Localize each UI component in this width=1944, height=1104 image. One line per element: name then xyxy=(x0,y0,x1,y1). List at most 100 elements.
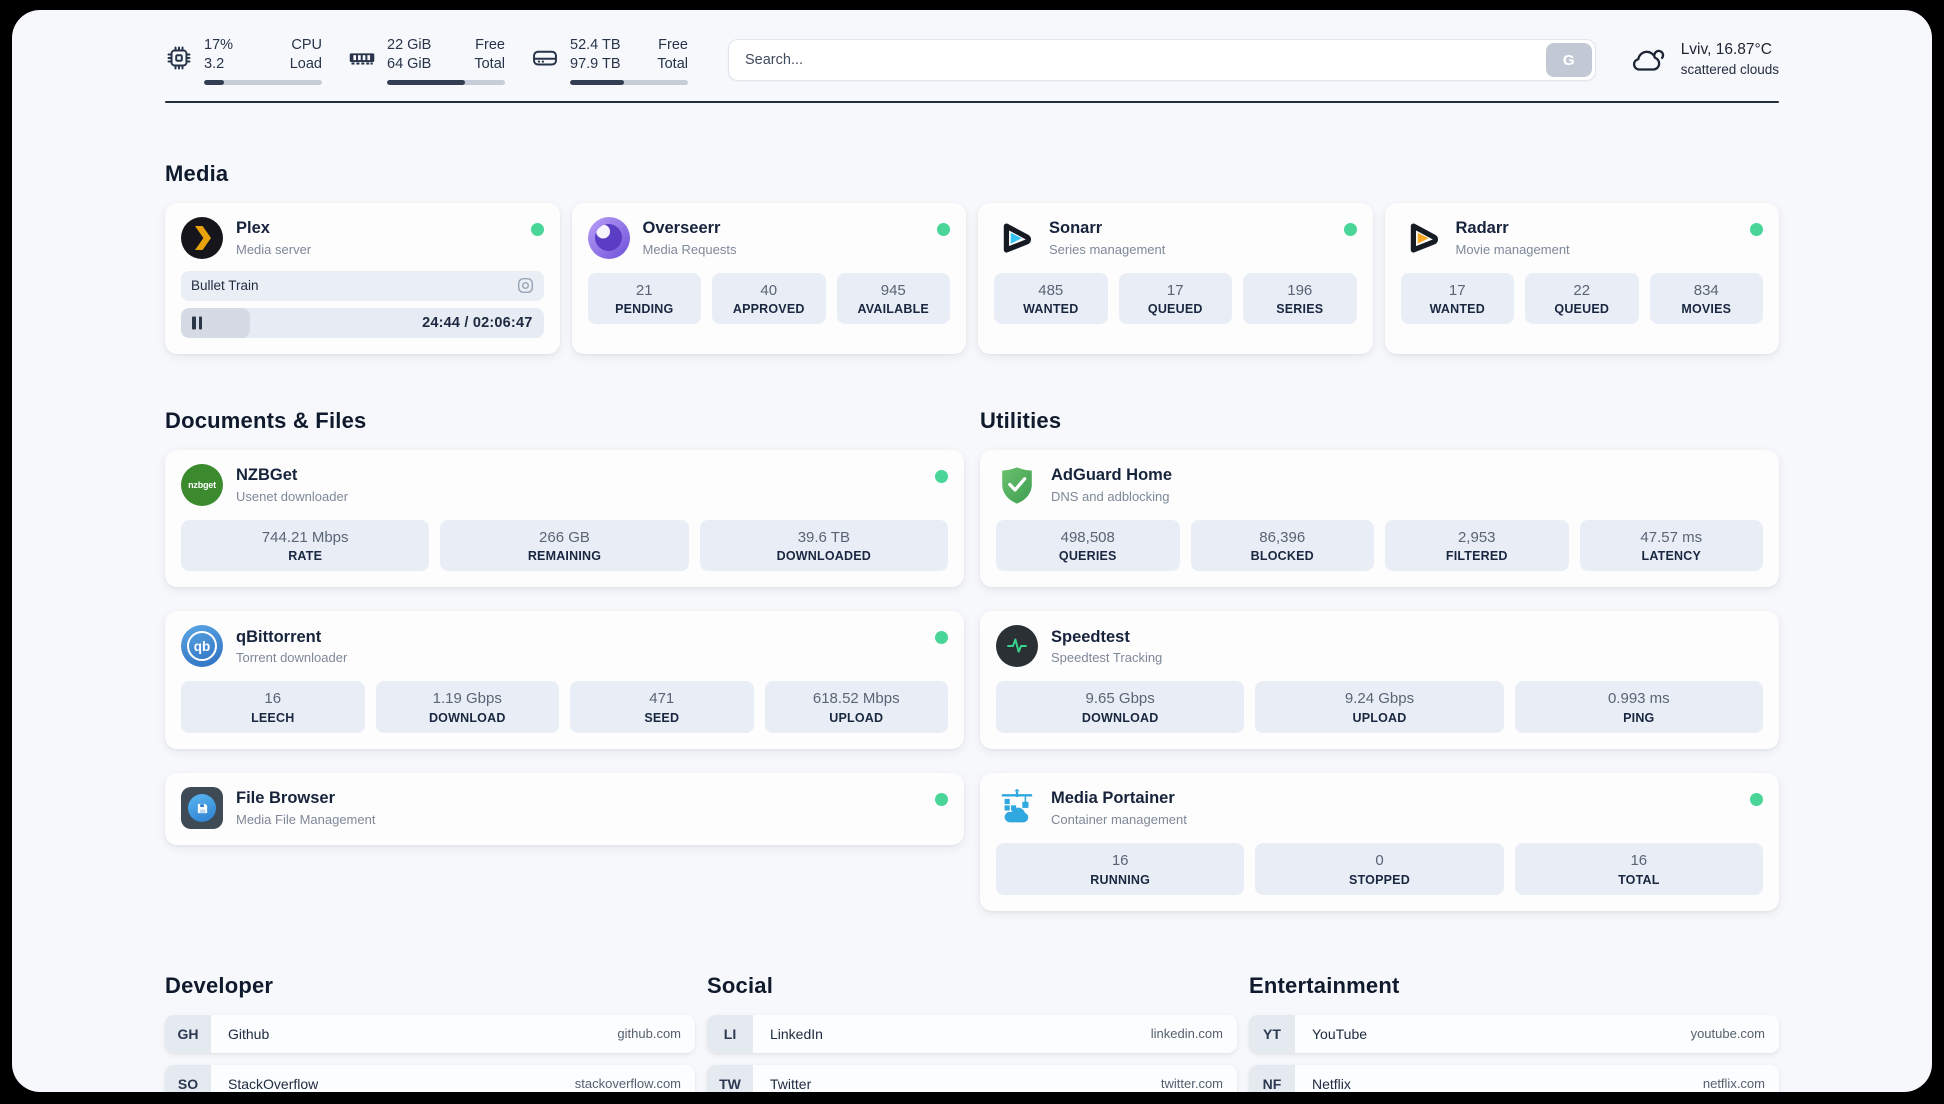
speedtest-stat-ping: 0.993 ms PING xyxy=(1514,681,1763,734)
pause-icon[interactable] xyxy=(192,316,202,330)
portainer-stat-total: 16 TOTAL xyxy=(1514,843,1763,895)
speedtest-desc: Speedtest Tracking xyxy=(1051,650,1163,666)
ram-free-value: 22 GiB xyxy=(387,37,432,53)
speedtest-stat-upload: 9.24 Gbps UPLOAD xyxy=(1255,681,1504,734)
overseerr-icon xyxy=(587,216,630,259)
adguard-stat-blocked: 86,396 BLOCKED xyxy=(1190,519,1374,572)
plex-now-playing-title: Bullet Train xyxy=(191,278,259,294)
overseerr-stat-available: 945 AVAILABLE xyxy=(836,272,950,325)
section-title-media: Media xyxy=(165,160,229,186)
overseerr-name: Overseerr xyxy=(642,218,721,237)
adguard-stat-latency: 47.57 ms LATENCY xyxy=(1579,519,1763,572)
search-engine-button[interactable]: G xyxy=(1545,43,1592,77)
disk-free-value: 52.4 TB xyxy=(570,37,621,53)
header-bar: 17% 3.2 CPU Load xyxy=(165,36,1779,85)
disk-progress-bar xyxy=(570,79,688,85)
youtube-abbr: YT xyxy=(1249,1014,1295,1053)
adguard-stat-queries: 498,508 QUERIES xyxy=(996,519,1180,572)
filebrowser-name: File Browser xyxy=(236,789,336,808)
qbittorrent-stat-seed: 471 SEED xyxy=(570,681,754,734)
nzbget-card[interactable]: nzbget NZBGet Usenet downloader 744.21 M… xyxy=(165,449,964,588)
section-title-documents: Documents & Files xyxy=(165,407,367,433)
radarr-stat-movies: 834 MOVIES xyxy=(1649,272,1763,325)
link-github[interactable]: GH Github github.com xyxy=(165,1014,695,1053)
overseerr-stat-approved: 40 APPROVED xyxy=(712,272,826,325)
plex-icon xyxy=(181,216,223,259)
qbittorrent-stat-leech: 16 LEECH xyxy=(181,681,365,734)
session-target-icon[interactable] xyxy=(517,277,534,294)
portainer-stat-stopped: 0 STOPPED xyxy=(1255,843,1504,895)
linkedin-abbr: LI xyxy=(707,1014,753,1053)
cpu-stat: 17% 3.2 CPU Load xyxy=(165,36,322,85)
portainer-stat-running: 16 RUNNING xyxy=(996,843,1245,895)
search-input[interactable] xyxy=(729,52,1546,68)
ram-progress-fill xyxy=(387,79,465,85)
qbittorrent-stat-download: 1.19 Gbps DOWNLOAD xyxy=(375,681,559,734)
twitter-abbr: TW xyxy=(707,1064,753,1092)
disk-free-label: Free xyxy=(658,37,688,53)
adguard-icon xyxy=(996,464,1038,506)
cpu-progress-fill xyxy=(204,79,225,85)
plex-name: Plex xyxy=(236,218,270,237)
sonarr-card[interactable]: Sonarr Series management 485 WANTED 17 Q… xyxy=(978,202,1373,354)
sonarr-status-dot xyxy=(1343,222,1357,236)
cpu-usage-value: 17% xyxy=(204,37,234,53)
overseerr-status-dot xyxy=(937,222,950,236)
cpu-load-label: Load xyxy=(289,55,322,72)
weather-condition: scattered clouds xyxy=(1680,61,1779,77)
section-title-developer: Developer xyxy=(165,972,274,998)
sonarr-stat-queued: 17 QUEUED xyxy=(1118,272,1232,325)
portainer-card[interactable]: Media Portainer Container management 16 … xyxy=(980,773,1779,911)
radarr-name: Radarr xyxy=(1455,218,1509,237)
sonarr-stat-series: 196 SERIES xyxy=(1243,272,1357,325)
filebrowser-icon xyxy=(181,787,223,830)
radarr-card[interactable]: Radarr Movie management 17 WANTED 22 QUE… xyxy=(1384,202,1779,354)
disk-total-label: Total xyxy=(657,55,688,72)
adguard-card[interactable]: AdGuard Home DNS and adblocking 498,508 … xyxy=(980,449,1779,588)
qbittorrent-status-dot xyxy=(935,631,948,645)
sonarr-stat-wanted: 485 WANTED xyxy=(994,272,1108,325)
nzbget-desc: Usenet downloader xyxy=(236,488,349,504)
cpu-load-value: 3.2 xyxy=(204,55,225,72)
system-stats: 17% 3.2 CPU Load xyxy=(165,36,688,85)
plex-progress-bar: 24:44 / 02:06:47 xyxy=(181,307,544,338)
link-linkedin[interactable]: LI LinkedIn linkedin.com xyxy=(707,1014,1237,1053)
overseerr-card[interactable]: Overseerr Media Requests 21 PENDING 40 A… xyxy=(571,202,966,354)
disk-total-value: 97.9 TB xyxy=(570,55,621,72)
portainer-desc: Container management xyxy=(1051,812,1187,828)
radarr-icon xyxy=(1401,217,1443,259)
adguard-name: AdGuard Home xyxy=(1051,465,1173,484)
disk-progress-fill xyxy=(570,79,625,85)
netflix-abbr: NF xyxy=(1249,1064,1295,1092)
weather-location: Lviv, 16.87°C xyxy=(1680,41,1772,58)
link-stackoverflow[interactable]: SO StackOverflow stackoverflow.com xyxy=(165,1064,695,1092)
ram-stat: 22 GiB 64 GiB Free Total xyxy=(348,36,505,85)
ram-icon xyxy=(349,53,375,65)
plex-card[interactable]: Plex Media server Bullet Train 24:44 / 0… xyxy=(165,202,560,354)
nzbget-stat-rate: 744.21 Mbps RATE xyxy=(181,519,430,572)
radarr-status-dot xyxy=(1750,222,1763,236)
filebrowser-card[interactable]: File Browser Media File Management xyxy=(165,773,964,846)
link-twitter[interactable]: TW Twitter twitter.com xyxy=(707,1064,1237,1092)
nzbget-name: NZBGet xyxy=(236,465,298,484)
section-title-entertainment: Entertainment xyxy=(1249,972,1400,998)
weather-widget[interactable]: Lviv, 16.87°C scattered clouds xyxy=(1630,40,1779,79)
speedtest-icon xyxy=(996,625,1038,668)
radarr-stat-queued: 22 QUEUED xyxy=(1525,272,1639,325)
ram-total-value: 64 GiB xyxy=(387,55,432,72)
adguard-stat-filtered: 2,953 FILTERED xyxy=(1385,519,1569,572)
cpu-icon xyxy=(167,46,191,70)
speedtest-card[interactable]: Speedtest Speedtest Tracking 9.65 Gbps D… xyxy=(980,611,1779,750)
link-netflix[interactable]: NF Netflix netflix.com xyxy=(1249,1064,1779,1092)
filebrowser-desc: Media File Management xyxy=(236,812,376,828)
qbittorrent-card[interactable]: qb qBittorrent Torrent downloader 16 LEE… xyxy=(165,611,964,750)
nzbget-icon: nzbget xyxy=(181,463,223,506)
nzbget-status-dot xyxy=(935,469,948,483)
plex-desc: Media server xyxy=(236,241,312,257)
media-card-row: Plex Media server Bullet Train 24:44 / 0… xyxy=(165,202,1779,354)
utilities-column: Utilities xyxy=(980,408,1779,911)
link-youtube[interactable]: YT YouTube youtube.com xyxy=(1249,1014,1779,1053)
sonarr-name: Sonarr xyxy=(1049,218,1103,237)
portainer-status-dot xyxy=(1750,793,1763,807)
